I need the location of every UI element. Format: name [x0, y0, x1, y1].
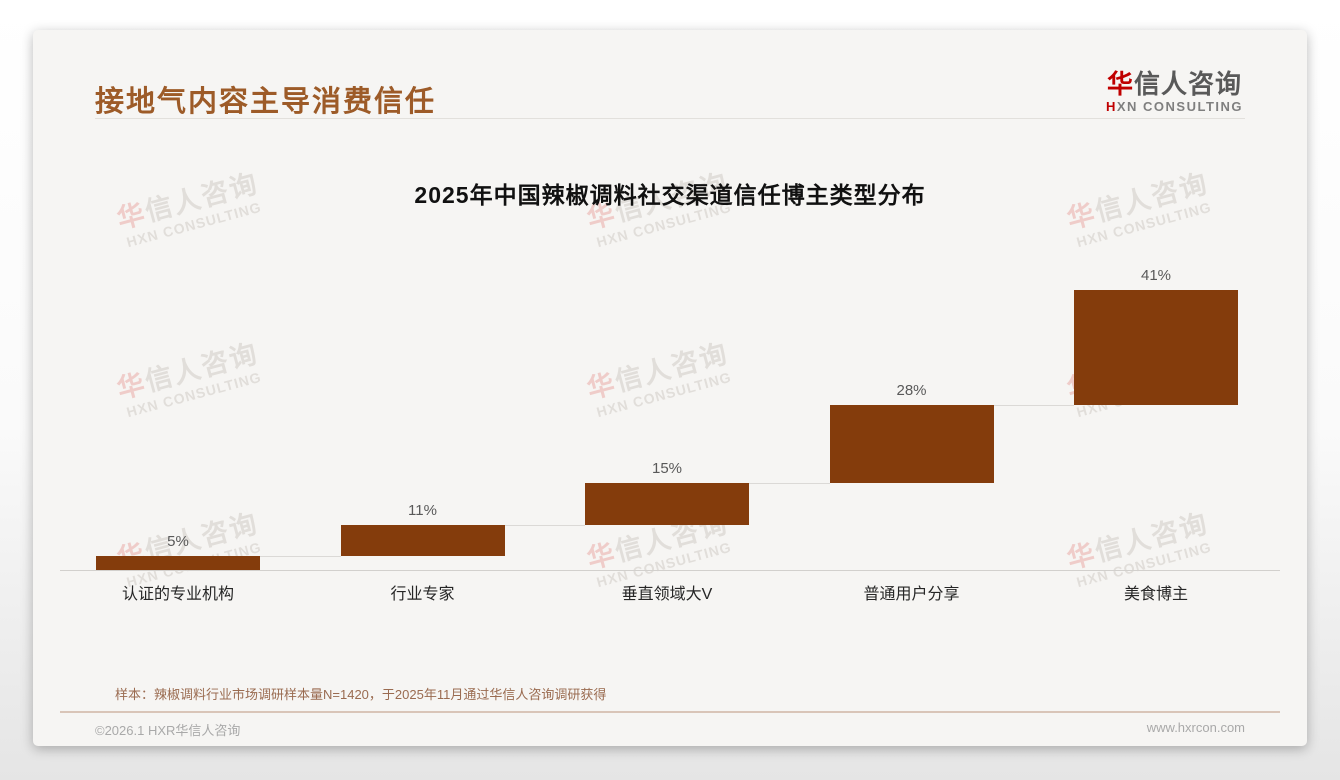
company-logo: 华信人咨询 HXN CONSULTING — [1105, 69, 1243, 115]
logo-en-text: HXN CONSULTING — [1105, 98, 1243, 114]
value-label: 11% — [408, 502, 437, 520]
category-label: 认证的专业机构 — [121, 586, 234, 603]
header-divider — [95, 118, 1245, 119]
value-label: 5% — [167, 533, 189, 550]
logo-cn-text: 华信人咨询 — [1106, 69, 1242, 99]
waterfall-plot: 5% 认证的专业机构 11% 行业专家 15% 垂直领域大V 28% 普通用户分享 41% 美食博… — [33, 30, 1307, 746]
value-label: 15% — [651, 460, 683, 478]
waterfall-bar — [829, 404, 994, 484]
slide-card: 华信人咨询 HXN CONSULTING 华信人咨询 HXN CONSULTING 华信… — [33, 30, 1307, 746]
category-label: 美食博主 — [1123, 586, 1188, 603]
waterfall-bar — [340, 525, 505, 556]
value-label: 41% — [1140, 267, 1172, 284]
footer-divider — [60, 711, 1280, 713]
copyright-text: ©2026.1 HXR华信人咨询 — [95, 723, 241, 738]
connector-line — [749, 483, 830, 485]
x-axis-baseline — [60, 570, 1280, 571]
waterfall-bar — [1074, 290, 1238, 405]
connector-line — [260, 556, 341, 557]
value-label: 28% — [896, 381, 927, 399]
chart-title: 2025年中国辣椒调料社交渠道信任博主类型分布 — [414, 182, 926, 208]
waterfall-bar — [96, 556, 260, 570]
connector-line — [993, 404, 1074, 406]
slide-title: 接地气内容主导消费信任 — [95, 86, 437, 118]
sample-footnote: 样本：辣椒调料行业市场调研样本量N=1420，于2025年11月通过华信人咨询调… — [115, 687, 607, 702]
waterfall-bar — [585, 483, 749, 526]
connector-line — [504, 525, 585, 527]
website-url: www.hxrcon.com — [1146, 720, 1245, 735]
category-label: 行业专家 — [390, 586, 455, 603]
category-label: 普通用户分享 — [863, 586, 960, 603]
category-label: 垂直领域大V — [621, 586, 713, 603]
